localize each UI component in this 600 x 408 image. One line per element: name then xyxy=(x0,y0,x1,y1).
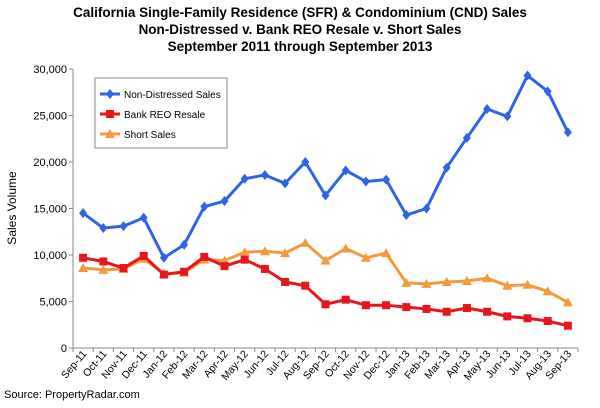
chart-title-line-2: Non-Distressed v. Bank REO Resale v. Sho… xyxy=(138,22,462,37)
data-point xyxy=(281,178,290,189)
data-point xyxy=(382,174,391,185)
legend-item: Short Sales xyxy=(100,129,176,141)
data-point xyxy=(321,300,330,309)
data-point xyxy=(99,257,108,266)
data-point xyxy=(301,157,310,167)
data-point xyxy=(360,252,371,262)
data-point xyxy=(482,273,493,283)
data-point xyxy=(462,304,471,313)
legend-label: Short Sales xyxy=(124,130,176,141)
data-point xyxy=(119,264,128,273)
y-tick-label: 25,000 xyxy=(33,111,67,123)
legend-swatch-marker xyxy=(106,110,114,118)
data-point xyxy=(78,263,89,273)
y-tick-label: 30,000 xyxy=(33,64,67,76)
data-point xyxy=(280,248,291,258)
data-point xyxy=(503,312,512,321)
data-point xyxy=(401,277,412,287)
legend-label: Non-Distressed Sales xyxy=(124,90,221,101)
data-point xyxy=(382,301,391,310)
data-point xyxy=(441,276,452,286)
data-point xyxy=(563,127,572,138)
data-point xyxy=(159,270,168,279)
legend-label: Bank REO Resale xyxy=(124,110,206,121)
data-point xyxy=(220,196,229,207)
data-point xyxy=(260,264,269,273)
data-point xyxy=(200,201,209,212)
data-point xyxy=(159,252,168,263)
data-point xyxy=(340,243,351,253)
series-line xyxy=(82,241,569,304)
series-short-sales xyxy=(78,237,573,307)
data-point xyxy=(361,301,370,310)
chart-title-line-3: September 2011 through September 2013 xyxy=(167,39,433,54)
series-layer xyxy=(78,70,573,330)
data-point xyxy=(402,303,411,312)
y-tick-label: 10,000 xyxy=(33,250,67,262)
data-point xyxy=(341,165,350,176)
data-point xyxy=(220,262,229,271)
y-axis-label: Sales Volume xyxy=(5,171,19,245)
data-point xyxy=(543,86,552,97)
data-point xyxy=(320,255,331,265)
legend-item: Bank REO Resale xyxy=(100,110,206,121)
data-point xyxy=(421,278,432,288)
data-point xyxy=(259,246,270,256)
chart-title-line-1: California Single-Family Residence (SFR)… xyxy=(73,5,527,20)
data-point xyxy=(240,173,249,184)
data-point xyxy=(462,132,471,143)
data-point xyxy=(99,223,108,234)
data-point xyxy=(402,210,411,221)
data-point xyxy=(79,253,88,262)
chart-title: California Single-Family Residence (SFR)… xyxy=(0,4,600,55)
data-point xyxy=(321,190,330,201)
data-point xyxy=(119,221,128,232)
data-point xyxy=(281,277,290,286)
data-point xyxy=(502,280,513,290)
data-point xyxy=(442,162,451,173)
legend-item: Non-Distressed Sales xyxy=(100,89,221,101)
data-point xyxy=(139,251,148,260)
data-point xyxy=(300,237,311,247)
data-point xyxy=(543,317,552,326)
data-point xyxy=(180,239,189,250)
data-point xyxy=(483,307,492,316)
data-point xyxy=(301,281,310,290)
data-point xyxy=(523,70,532,81)
data-point xyxy=(422,304,431,313)
y-tick-label: 5,000 xyxy=(39,297,67,309)
legend-swatch-marker xyxy=(106,89,114,99)
series-line xyxy=(82,254,569,328)
legend-swatch-marker xyxy=(105,129,115,138)
data-point xyxy=(422,203,431,214)
series-non-distressed-sales xyxy=(79,70,572,263)
data-point xyxy=(180,267,189,276)
y-tick-label: 15,000 xyxy=(33,204,67,216)
data-point xyxy=(79,208,88,219)
data-point xyxy=(200,252,209,261)
data-point xyxy=(361,176,370,187)
source-note: Source: PropertyRadar.com xyxy=(4,389,140,401)
data-point xyxy=(239,247,250,257)
data-point xyxy=(240,255,249,264)
data-point xyxy=(381,248,392,258)
data-point xyxy=(542,286,553,296)
data-point xyxy=(563,321,572,330)
y-tick-label: 0 xyxy=(61,343,67,355)
series-bank-reo-resale xyxy=(79,251,572,330)
data-point xyxy=(503,111,512,122)
data-point xyxy=(139,212,148,223)
data-point xyxy=(98,264,109,274)
data-point xyxy=(483,103,492,114)
data-point xyxy=(260,170,269,181)
data-point xyxy=(523,314,532,323)
data-point xyxy=(522,279,533,289)
legend: Non-Distressed Sales Bank REO Resale Short… xyxy=(94,77,228,149)
data-point xyxy=(461,276,472,286)
data-point xyxy=(562,297,573,307)
data-point xyxy=(341,295,350,304)
data-point xyxy=(442,307,451,316)
y-tick-label: 20,000 xyxy=(33,157,67,169)
